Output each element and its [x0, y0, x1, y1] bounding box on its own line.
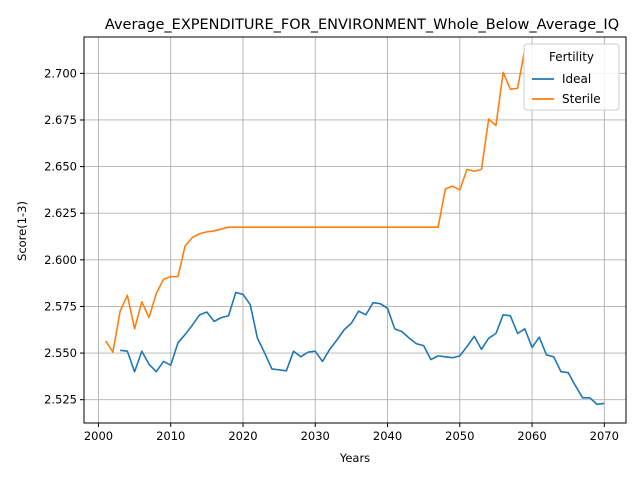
legend-title: Fertility	[549, 50, 594, 64]
y-axis-label: Score(1-3)	[15, 201, 29, 261]
y-tick-label: 2.700	[44, 66, 77, 80]
chart-title: Average_EXPENDITURE_FOR_ENVIRONMENT_Whol…	[105, 17, 619, 33]
x-tick-label: 2060	[517, 429, 546, 443]
y-tick-label: 2.650	[44, 160, 77, 174]
axes: 2000 2010 2020 2030 2040 2050 2060 2070 2.525 2.5…	[44, 36, 627, 443]
series-line-ideal	[120, 291, 605, 406]
legend: Fertility Ideal Sterile	[523, 43, 620, 111]
series-line-sterile	[105, 48, 526, 353]
y-tick-label: 2.600	[44, 253, 77, 267]
x-tick-label: 2040	[373, 429, 402, 443]
legend-entry-ideal: Ideal	[562, 72, 591, 86]
x-axis-label: Years	[339, 451, 370, 465]
grid	[84, 37, 626, 423]
x-tick-label: 2000	[84, 429, 113, 443]
x-tick-label: 2030	[301, 429, 330, 443]
y-tick-label: 2.525	[44, 393, 77, 407]
x-tick-label: 2020	[228, 429, 257, 443]
y-tick-label: 2.625	[44, 206, 77, 220]
x-tick-label: 2050	[445, 429, 474, 443]
series-lines	[105, 48, 605, 406]
plot-frame	[83, 36, 627, 424]
y-tick-label: 2.575	[44, 299, 77, 313]
legend-box	[523, 43, 620, 111]
y-tick-label: 2.675	[44, 113, 77, 127]
x-tick-label: 2070	[590, 429, 619, 443]
x-tick-label: 2010	[156, 429, 185, 443]
legend-entry-sterile: Sterile	[562, 92, 601, 106]
y-tick-label: 2.550	[44, 346, 77, 360]
